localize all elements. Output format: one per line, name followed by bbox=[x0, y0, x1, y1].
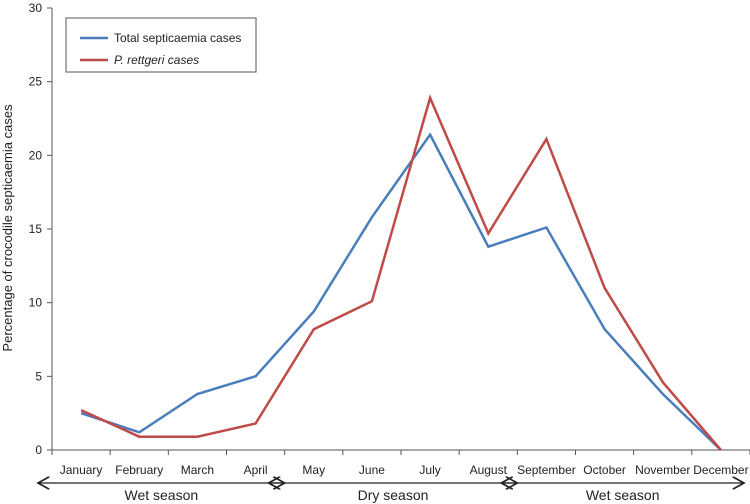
y-ticks: 0 5 10 15 20 25 30 bbox=[29, 1, 52, 457]
legend-label-total: Total septicaemia cases bbox=[114, 31, 241, 45]
x-tick-label: September bbox=[517, 463, 576, 477]
series-line-1 bbox=[80, 94, 722, 451]
series-line-0 bbox=[80, 132, 722, 451]
x-tick-label: October bbox=[583, 463, 626, 477]
x-tick-label: May bbox=[302, 463, 325, 477]
x-tick-label: November bbox=[635, 463, 690, 477]
x-tick-label: April bbox=[244, 463, 268, 477]
season-label: Wet season bbox=[124, 487, 198, 503]
x-tick-label: January bbox=[60, 463, 103, 477]
y-tick-label: 30 bbox=[29, 1, 43, 15]
x-tick-label: March bbox=[181, 463, 214, 477]
x-tick-label: February bbox=[115, 463, 163, 477]
x-tick-label: June bbox=[359, 463, 385, 477]
y-tick-label: 25 bbox=[29, 75, 43, 89]
y-tick-label: 10 bbox=[29, 296, 43, 310]
y-tick-label: 0 bbox=[35, 443, 42, 457]
legend-label-rettgeri: P. rettgeri cases bbox=[114, 53, 199, 67]
x-ticks: January February March April May June July Augu… bbox=[51, 450, 750, 477]
y-tick-label: 20 bbox=[29, 148, 43, 162]
y-axis-title: Percentage of crocodile septicaemia case… bbox=[0, 104, 15, 352]
x-tick-label: December bbox=[693, 463, 748, 477]
series-lines bbox=[80, 94, 722, 451]
season-label: Wet season bbox=[586, 487, 660, 503]
x-tick-label: July bbox=[419, 463, 440, 477]
x-tick-label: August bbox=[470, 463, 508, 477]
y-tick-label: 5 bbox=[35, 369, 42, 383]
season-label: Dry season bbox=[358, 487, 429, 503]
season-arrows: Wet season Dry season Wet season bbox=[38, 483, 744, 503]
y-tick-label: 15 bbox=[29, 222, 43, 236]
legend: Total septicaemia cases P. rettgeri case… bbox=[65, 17, 257, 73]
legend-box bbox=[65, 17, 257, 73]
